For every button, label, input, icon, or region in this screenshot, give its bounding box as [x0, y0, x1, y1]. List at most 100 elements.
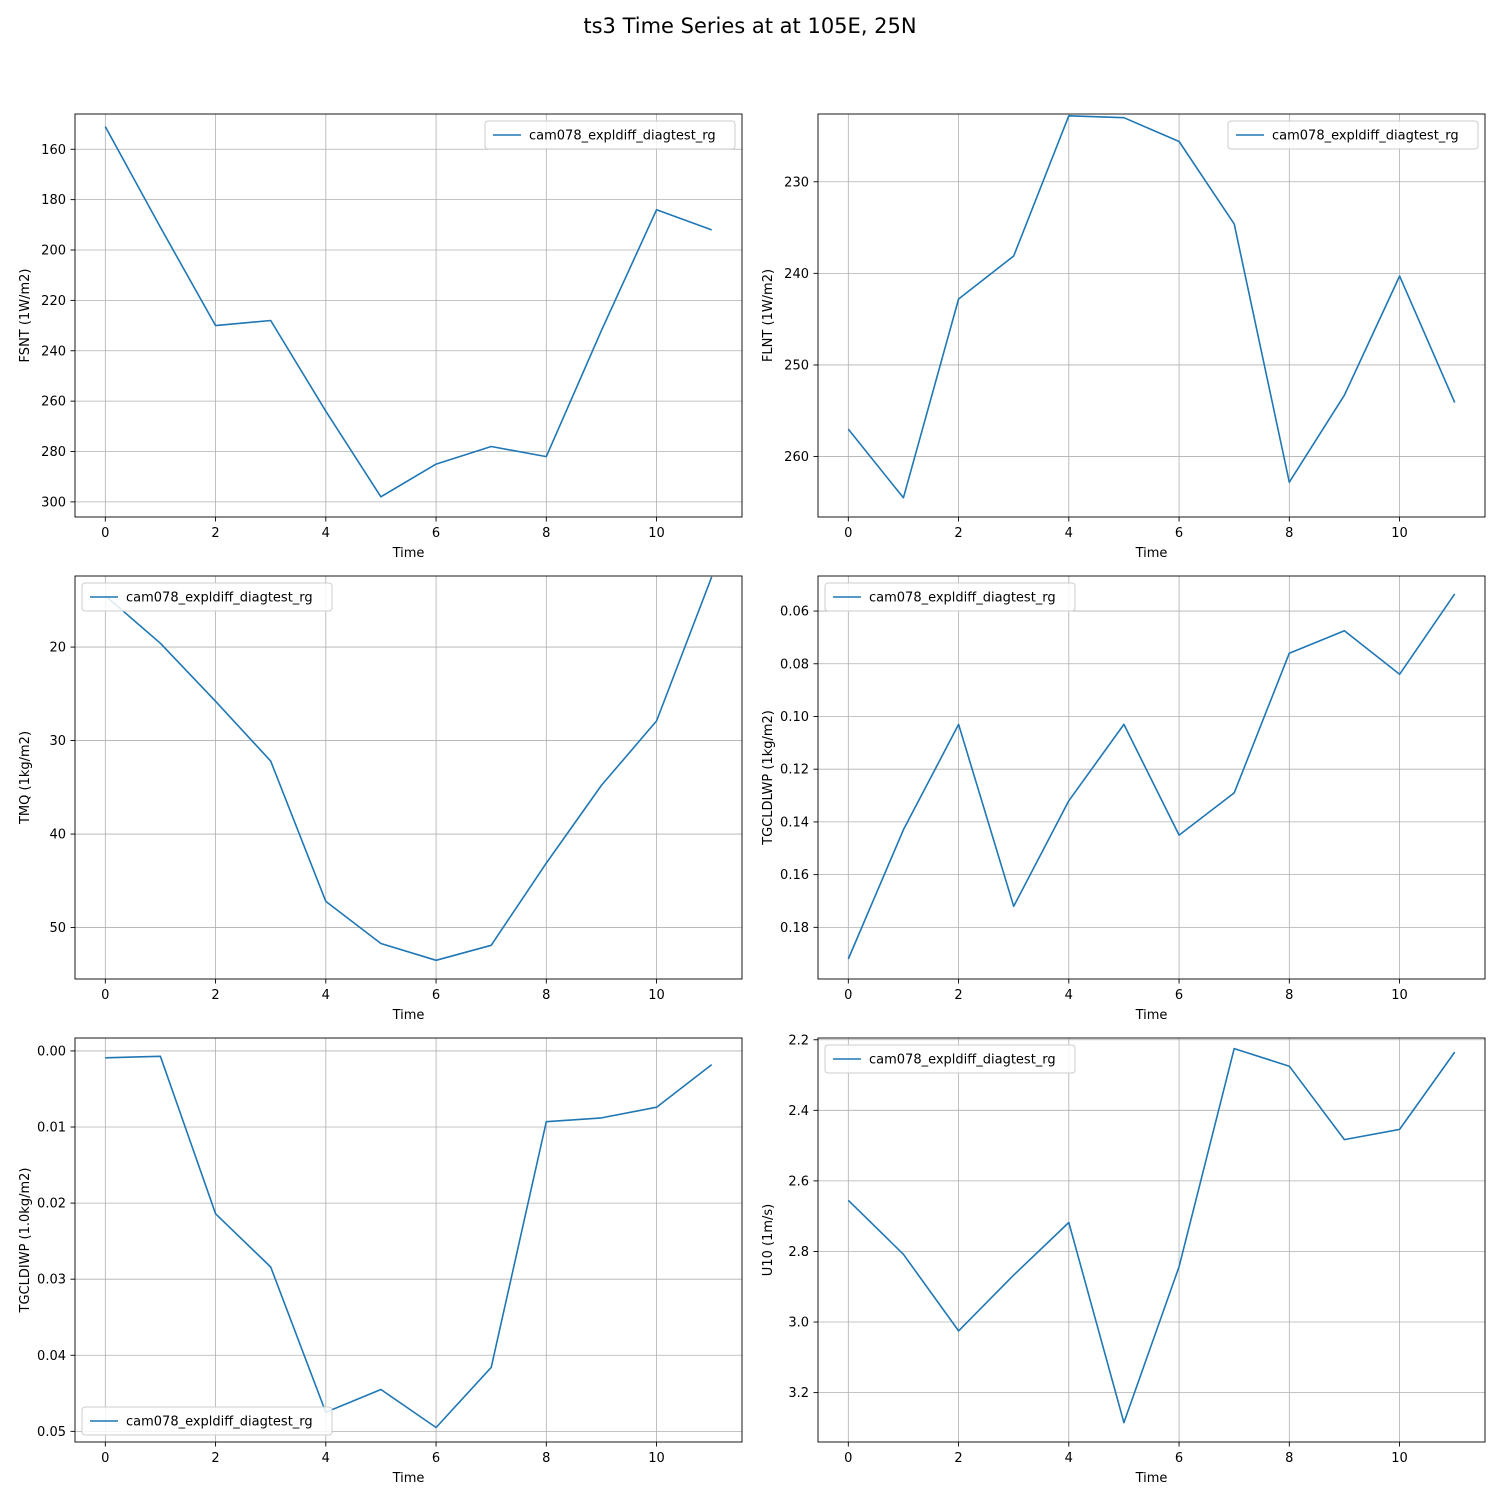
axes-frame — [817, 113, 1486, 518]
y-axis-label: TGCLDLWP (1kg/m2) — [761, 710, 776, 846]
x-tick-label: 6 — [1175, 526, 1183, 541]
y-tick-label: 230 — [784, 175, 809, 190]
y-tick-label: 20 — [49, 641, 66, 656]
y-tick-label: 260 — [41, 395, 66, 410]
legend: cam078_expldiff_diagtest_rg — [824, 1044, 1076, 1074]
legend-label: cam078_expldiff_diagtest_rg — [869, 1053, 1056, 1068]
y-tick-label: 40 — [49, 828, 66, 843]
x-tick-label: 10 — [1391, 988, 1408, 1003]
series-line — [847, 1047, 1456, 1424]
legend-label: cam078_expldiff_diagtest_rg — [126, 591, 313, 606]
subplot-1: 0 2 4 6 8 10 160 180 200 220 240 260 280 300 Time FSNT … — [18, 113, 743, 561]
y-tick-label: 2.4 — [788, 1104, 809, 1119]
legend: cam078_expldiff_diagtest_rg — [824, 582, 1076, 612]
y-tick-label: 0.16 — [780, 868, 809, 883]
x-tick-label: 6 — [1175, 988, 1183, 1003]
x-tick-label: 0 — [844, 526, 852, 541]
legend: cam078_expldiff_diagtest_rg — [81, 582, 333, 612]
legend-box — [81, 1406, 333, 1436]
x-tick-label: 10 — [1391, 1451, 1408, 1466]
axes-frame — [74, 575, 743, 980]
x-tick-label: 6 — [432, 526, 440, 541]
subplot-6: 0 2 4 6 8 10 2.2 2.4 2.6 2.8 3.0 3.2 Time U10 (1m/s) c… — [761, 1033, 1486, 1486]
y-tick-label: 0.03 — [37, 1273, 66, 1288]
x-tick-label: 8 — [542, 526, 550, 541]
y-tick-label: 0.01 — [37, 1121, 66, 1136]
x-tick-label: 4 — [1065, 1451, 1073, 1466]
x-axis-label: Time — [1135, 546, 1168, 561]
y-tick-label: 3.2 — [788, 1386, 809, 1401]
y-tick-label: 2.8 — [788, 1245, 809, 1260]
legend-label: cam078_expldiff_diagtest_rg — [529, 129, 716, 144]
axes-frame — [817, 1037, 1486, 1443]
axes-frame — [817, 575, 1486, 980]
series-line — [847, 593, 1456, 960]
y-tick-label: 240 — [41, 344, 66, 359]
y-axis-label: FLNT (1W/m2) — [761, 269, 776, 362]
legend-box — [81, 582, 333, 612]
x-tick-label: 10 — [648, 1451, 665, 1466]
y-tick-label: 260 — [784, 450, 809, 465]
x-tick-label: 2 — [211, 1451, 219, 1466]
y-tick-label: 0.08 — [780, 657, 809, 672]
legend: cam078_expldiff_diagtest_rg — [81, 1406, 333, 1436]
x-tick-label: 4 — [322, 526, 330, 541]
y-tick-label: 0.02 — [37, 1197, 66, 1212]
y-tick-label: 0.04 — [37, 1349, 66, 1364]
y-axis-label: FSNT (1W/m2) — [18, 269, 33, 363]
y-axis-label: U10 (1m/s) — [761, 1204, 776, 1276]
x-tick-label: 6 — [432, 1451, 440, 1466]
x-tick-label: 4 — [322, 988, 330, 1003]
y-tick-label: 0.18 — [780, 921, 809, 936]
x-axis-label: Time — [1135, 1471, 1168, 1486]
legend-box — [824, 582, 1076, 612]
y-tick-label: 0.10 — [780, 710, 809, 725]
x-tick-label: 2 — [954, 1451, 962, 1466]
x-tick-label: 2 — [954, 526, 962, 541]
y-tick-label: 220 — [41, 294, 66, 309]
legend-box — [484, 120, 736, 150]
y-tick-label: 3.0 — [788, 1316, 809, 1331]
axes-frame — [74, 1037, 743, 1443]
legend-box — [824, 1044, 1076, 1074]
legend-box — [1227, 120, 1479, 150]
legend-label: cam078_expldiff_diagtest_rg — [869, 591, 1056, 606]
y-tick-label: 0.00 — [37, 1044, 66, 1059]
y-tick-label: 50 — [49, 921, 66, 936]
y-tick-label: 160 — [41, 143, 66, 158]
x-tick-label: 4 — [1065, 988, 1073, 1003]
x-tick-label: 0 — [844, 1451, 852, 1466]
x-tick-label: 4 — [322, 1451, 330, 1466]
x-tick-label: 8 — [542, 988, 550, 1003]
y-axis-label: TMQ (1kg/m2) — [18, 731, 33, 825]
subplot-2: 0 2 4 6 8 10 230 240 250 260 Time FLNT (1W/m2) cam07… — [761, 113, 1486, 561]
legend: cam078_expldiff_diagtest_rg — [484, 120, 736, 150]
y-tick-label: 0.12 — [780, 763, 809, 778]
x-axis-label: Time — [392, 1008, 425, 1023]
x-tick-label: 0 — [101, 526, 109, 541]
x-tick-label: 2 — [211, 988, 219, 1003]
y-tick-label: 240 — [784, 267, 809, 282]
subplot-4: 0 2 4 6 8 10 0.06 0.08 0.10 0.12 0.14 0.16 0.18 Time T… — [761, 575, 1486, 1023]
y-tick-label: 2.6 — [788, 1174, 809, 1189]
x-tick-label: 8 — [1285, 988, 1293, 1003]
y-tick-label: 30 — [49, 734, 66, 749]
x-axis-label: Time — [392, 546, 425, 561]
y-tick-label: 0.05 — [37, 1425, 66, 1440]
x-tick-label: 6 — [432, 988, 440, 1003]
y-tick-label: 200 — [41, 244, 66, 259]
x-tick-label: 2 — [954, 988, 962, 1003]
x-tick-label: 0 — [101, 988, 109, 1003]
x-tick-label: 10 — [648, 526, 665, 541]
y-tick-label: 280 — [41, 445, 66, 460]
series-line — [104, 576, 713, 962]
subplot-grid: 0 2 4 6 8 10160180200220240260280300TimeFSNT … — [18, 113, 1486, 1486]
figure-title: ts3 Time Series at at 105E, 25N — [583, 14, 917, 38]
y-tick-label: 250 — [784, 358, 809, 373]
series-line — [104, 126, 712, 498]
subplot-3: 0 2 4 6 8 10 20 30 40 50 Time TMQ (1kg/m2) cam078_ex… — [18, 575, 743, 1023]
y-tick-label: 0.14 — [780, 815, 809, 830]
x-axis-label: Time — [392, 1471, 425, 1486]
series-line — [847, 115, 1456, 499]
